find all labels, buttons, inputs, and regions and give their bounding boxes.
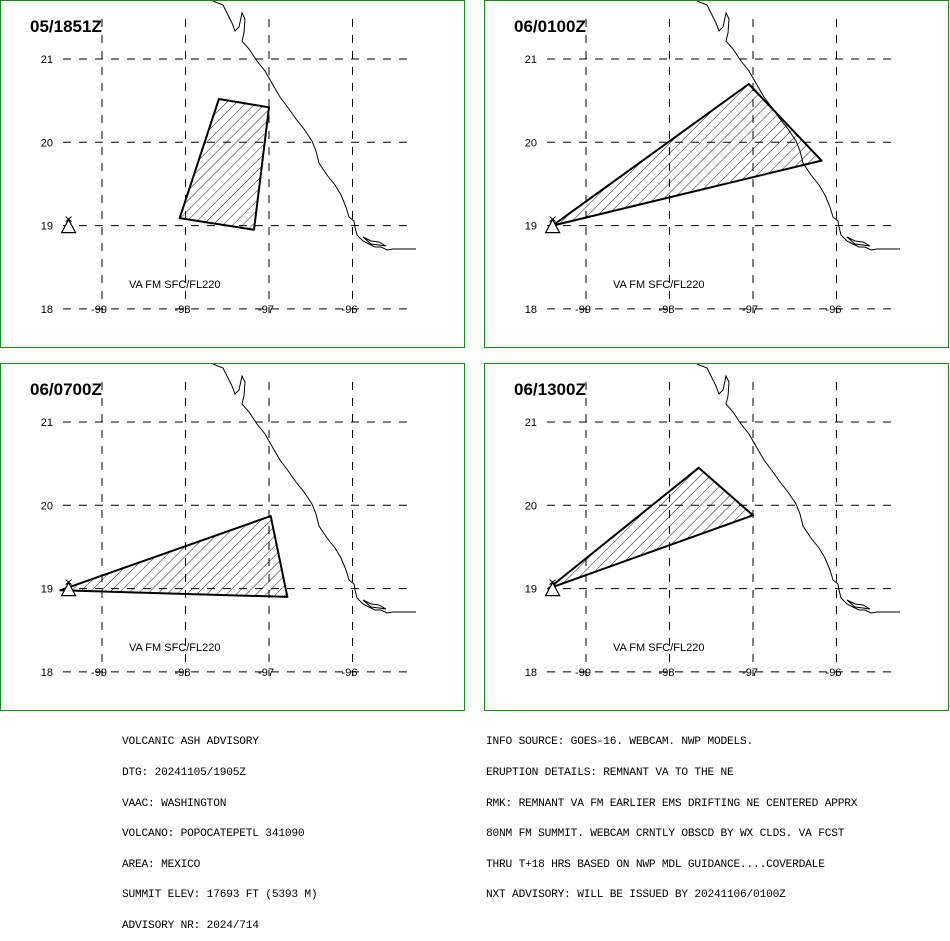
lat-tick-label: 20 — [41, 137, 53, 149]
lat-tick-label: 21 — [525, 54, 537, 66]
advisory-next: NXT ADVISORY: WILL BE ISSUED BY 20241106… — [486, 889, 786, 902]
advisory-vaac: VAAC: WASHINGTON — [122, 797, 227, 810]
advisory-remarks-1: RMK: REMNANT VA FM EARLIER EMS DRIFTING … — [486, 797, 858, 810]
coastline-inlet — [846, 236, 871, 247]
advisory-dtg: DTG: 20241105/1905Z — [122, 767, 246, 779]
lat-lon-grid — [547, 382, 897, 676]
volcano-triangle-icon — [60, 579, 77, 597]
advisory-header-block: VOLCANIC ASH ADVISORY DTG: 20241105/1905… — [122, 717, 318, 941]
lat-tick-label: 21 — [41, 417, 53, 429]
lat-tick-label: 20 — [525, 137, 537, 149]
lon-tick-label: -98 — [659, 667, 675, 679]
coastline — [212, 1, 416, 251]
lon-tick-label: -97 — [258, 304, 274, 316]
lat-tick-label: 19 — [525, 221, 537, 233]
advisory-number: ADVISORY NR: 2024/714 — [122, 919, 259, 932]
map-canvas: 21 20 19 18 -99 -98 -97 -96 — [525, 1, 900, 316]
advisory-summit-elev: SUMMIT ELEV: 17693 FT (5393 M) — [122, 889, 318, 902]
panel-time-label: 05/1851Z — [30, 17, 102, 36]
forecast-panel-3: 21 20 19 18 -99 -98 -97 -96 06/0700Z VA FM SFC/FL… — [0, 363, 465, 711]
volcano-triangle-icon — [60, 216, 77, 234]
lat-tick-label: 21 — [41, 54, 53, 66]
lat-tick-label: 20 — [525, 500, 537, 512]
panel-time-label: 06/0100Z — [514, 17, 586, 36]
lon-tick-label: -99 — [575, 667, 591, 679]
forecast-panel-2: 21 20 19 18 -99 -98 -97 -96 06/0100Z VA FM SFC/FL… — [484, 0, 949, 348]
lat-tick-label: 18 — [525, 304, 537, 316]
ash-cloud-polygon — [59, 515, 289, 598]
lat-tick-label: 18 — [41, 667, 53, 679]
lat-tick-label: 21 — [525, 417, 537, 429]
advisory-remarks-2: 80NM FM SUMMIT. WEBCAM CRNTLY OBSCD BY W… — [486, 828, 845, 841]
lat-tick-label: 19 — [41, 584, 53, 596]
lon-tick-label: -97 — [258, 667, 274, 679]
advisory-remarks-3: THRU T+18 HRS BASED ON NWP MDL GUIDANCE.… — [486, 858, 825, 871]
map-canvas: 21 20 19 18 -99 -98 -97 -96 — [525, 364, 900, 679]
ash-cloud-polygon — [547, 466, 754, 590]
advisory-volcano: VOLCANO: POPOCATEPETL 341090 — [122, 828, 305, 841]
advisory-title: VOLCANIC ASH ADVISORY — [122, 736, 259, 749]
advisory-eruption-details: ERUPTION DETAILS: REMNANT VA TO THE NE — [486, 767, 734, 779]
advisory-details-block: INFO SOURCE: GOES-16. WEBCAM. NWP MODELS… — [486, 717, 857, 911]
lon-tick-label: -97 — [742, 304, 758, 316]
volcano-triangle-icon — [544, 579, 561, 597]
lat-tick-label: 19 — [525, 584, 537, 596]
lon-tick-label: -96 — [826, 304, 842, 316]
lon-tick-label: -99 — [575, 304, 591, 316]
volcano-triangle-icon — [544, 216, 561, 234]
lon-tick-label: -96 — [342, 667, 358, 679]
lat-tick-label: 20 — [41, 500, 53, 512]
coastline — [696, 364, 900, 614]
lon-tick-label: -96 — [826, 667, 842, 679]
panel-time-label: 06/1300Z — [514, 380, 586, 399]
forecast-panel-4: 21 20 19 18 -99 -98 -97 -96 06/1300Z VA FM SFC/FL… — [484, 363, 949, 711]
lon-tick-label: -99 — [91, 667, 107, 679]
panel-time-label: 06/0700Z — [30, 380, 102, 399]
coastline-inlet — [362, 236, 387, 247]
lat-tick-label: 18 — [41, 304, 53, 316]
lon-tick-label: -99 — [91, 304, 107, 316]
map-canvas: 21 20 19 18 -99 -98 -97 -96 — [41, 364, 416, 679]
coastline-inlet — [362, 599, 387, 610]
lon-tick-label: -98 — [175, 667, 191, 679]
lon-tick-label: -98 — [175, 304, 191, 316]
map-canvas: 21 20 19 18 -99 -98 -97 -96 — [41, 1, 416, 316]
ash-cloud-polygon — [178, 98, 270, 231]
lat-tick-label: 19 — [41, 221, 53, 233]
ash-level-label: VA FM SFC/FL220 — [129, 279, 221, 291]
ash-level-label: VA FM SFC/FL220 — [129, 642, 221, 654]
lon-tick-label: -96 — [342, 304, 358, 316]
advisory-area: AREA: MEXICO — [122, 858, 201, 871]
lat-tick-label: 18 — [525, 667, 537, 679]
ash-level-label: VA FM SFC/FL220 — [613, 642, 705, 654]
coastline — [212, 364, 416, 614]
coastline-inlet — [846, 599, 871, 610]
lon-tick-label: -97 — [742, 667, 758, 679]
ash-level-label: VA FM SFC/FL220 — [613, 279, 705, 291]
ash-cloud-polygon — [551, 83, 823, 227]
lon-tick-label: -98 — [659, 304, 675, 316]
advisory-info-source: INFO SOURCE: GOES-16. WEBCAM. NWP MODELS… — [486, 736, 754, 749]
forecast-panel-1: 21 20 19 18 -99 -98 -97 -96 05/1851Z VA FM SFC/FL… — [0, 0, 465, 348]
